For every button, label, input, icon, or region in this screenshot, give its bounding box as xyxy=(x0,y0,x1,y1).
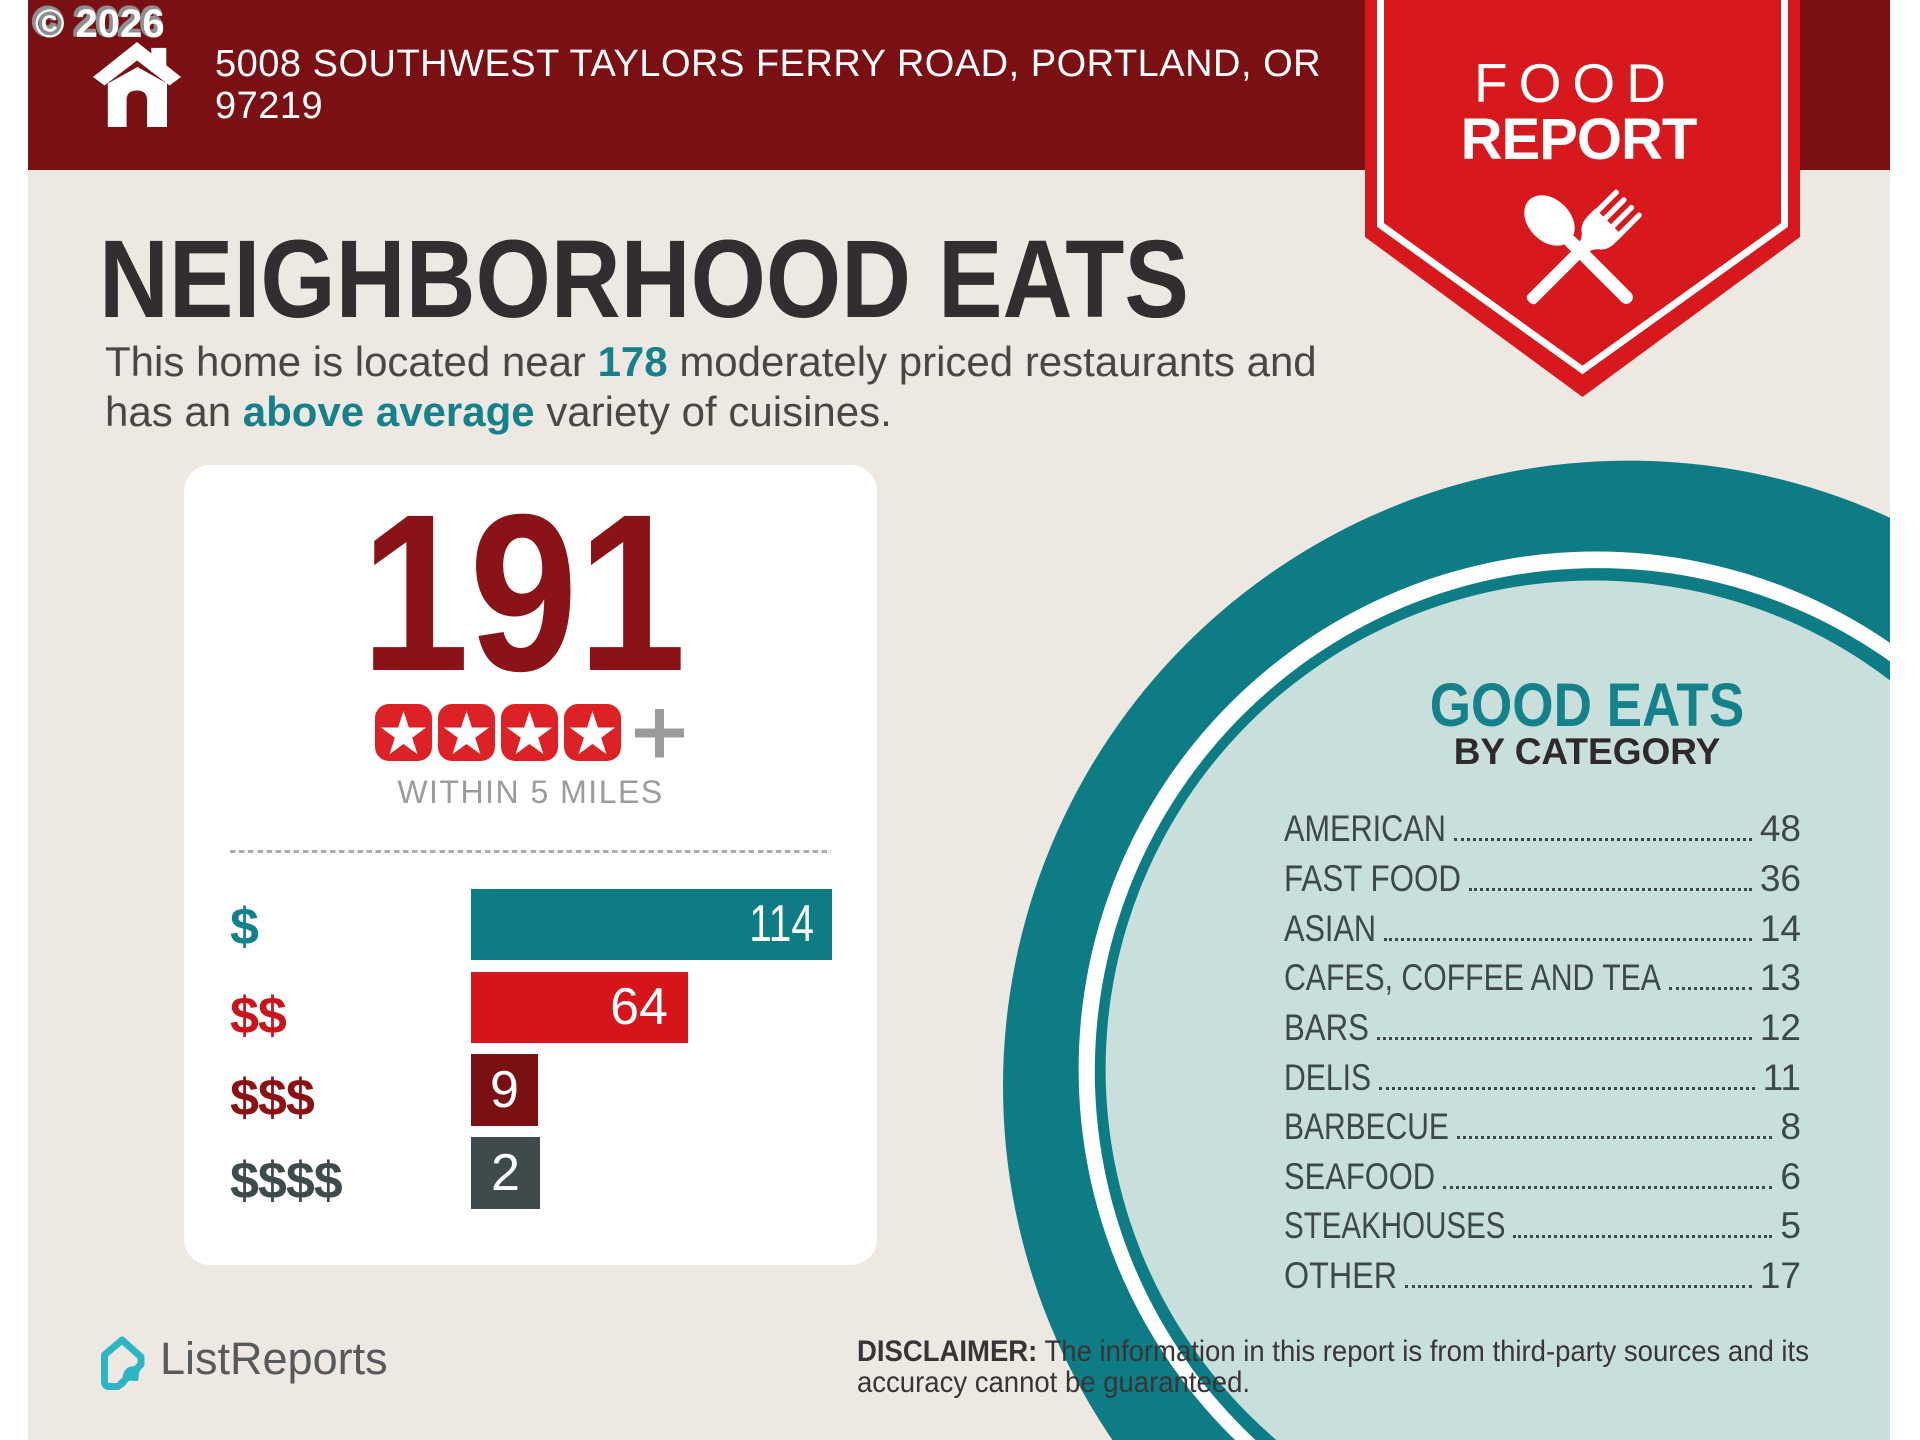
svg-text:© 2026: © 2026 xyxy=(35,2,165,46)
svg-text:© 2026: © 2026 xyxy=(33,0,163,44)
